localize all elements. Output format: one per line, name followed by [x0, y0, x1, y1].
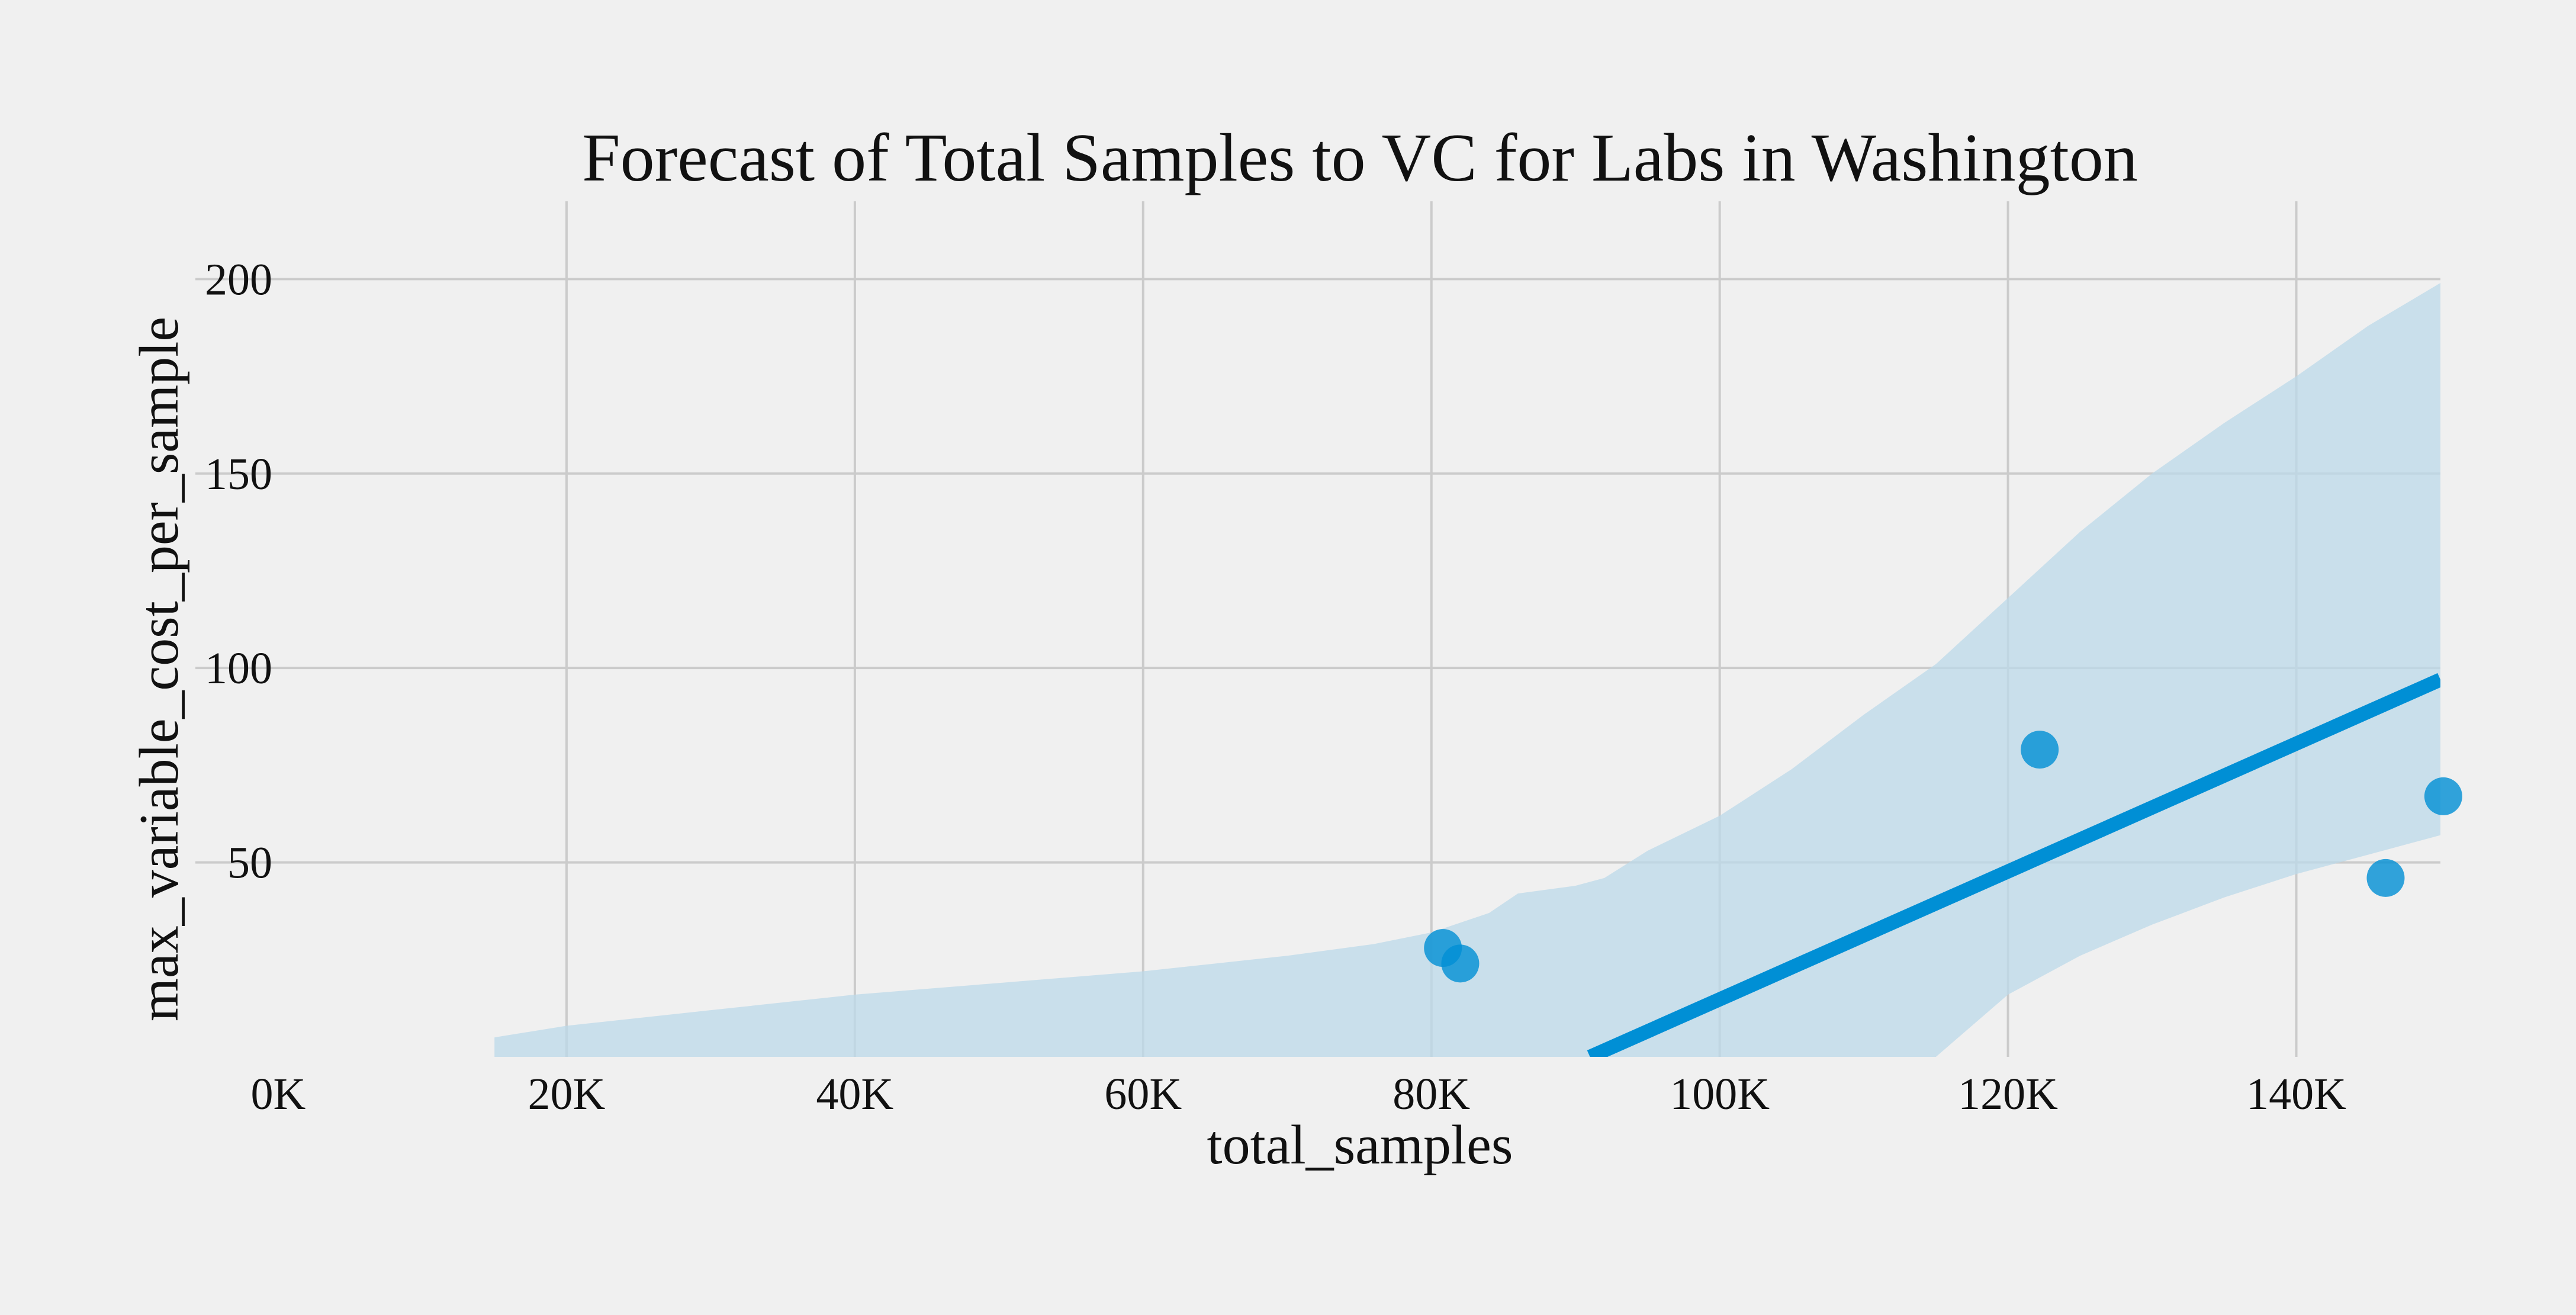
confidence-band	[494, 282, 2440, 1057]
x-tick-label: 20K	[528, 1069, 605, 1119]
x-tick-label: 140K	[2246, 1069, 2346, 1119]
confidence-band-layer	[494, 282, 2440, 1057]
y-tick-label: 50	[227, 838, 272, 888]
x-tick-label: 100K	[1670, 1069, 1770, 1119]
x-tick-label: 120K	[1958, 1069, 2058, 1119]
y-axis-label: max_variable_cost_per_sample	[128, 317, 190, 1021]
x-tick-label: 40K	[816, 1069, 893, 1119]
x-tick-label: 60K	[1104, 1069, 1182, 1119]
grid-lines	[195, 201, 2440, 1057]
y-tick-label: 100	[205, 644, 272, 693]
x-tick-label: 0K	[251, 1069, 306, 1119]
tick-labels: 0K 20K 40K 60K 80K 100K 120K 140K 50 100 150 200	[205, 255, 2346, 1119]
data-point	[1441, 944, 1480, 983]
y-tick-label: 200	[205, 255, 272, 304]
data-points-layer	[1424, 731, 2462, 983]
x-tick-label: 80K	[1392, 1069, 1470, 1119]
chart-title: Forecast of Total Samples to VC for Labs…	[582, 120, 2138, 196]
data-point	[2424, 777, 2462, 815]
regression-line-layer	[1587, 673, 2440, 1057]
y-tick-label: 150	[205, 449, 272, 499]
regression-line	[1587, 673, 2440, 1057]
data-point	[2366, 859, 2405, 897]
x-axis-label: total_samples	[1207, 1114, 1513, 1176]
data-point	[2021, 731, 2059, 769]
